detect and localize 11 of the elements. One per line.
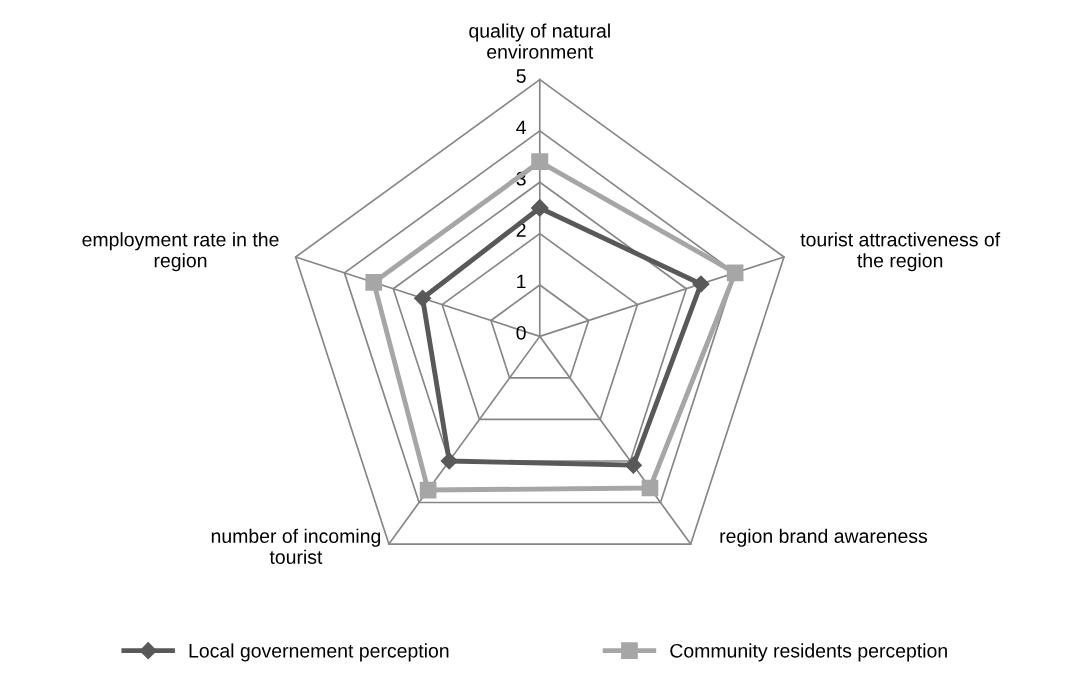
spoke-label: number of incoming tourist [211, 528, 381, 564]
y-tick-label: 5 [516, 69, 526, 83]
y-tick-label: 0 [516, 325, 526, 340]
spoke-label: region brand awareness [720, 528, 928, 547]
legend-label: Community residents perception [670, 643, 947, 662]
legend-label: Local governement perception [189, 643, 449, 662]
y-tick-label: 1 [517, 274, 526, 289]
y-tick-label: 4 [516, 120, 526, 135]
spoke-label: employment rate in the region [82, 232, 279, 272]
spoke-label: tourist attractiveness of the region [800, 232, 1001, 272]
spoke-label: quality of natural environment [469, 23, 610, 59]
